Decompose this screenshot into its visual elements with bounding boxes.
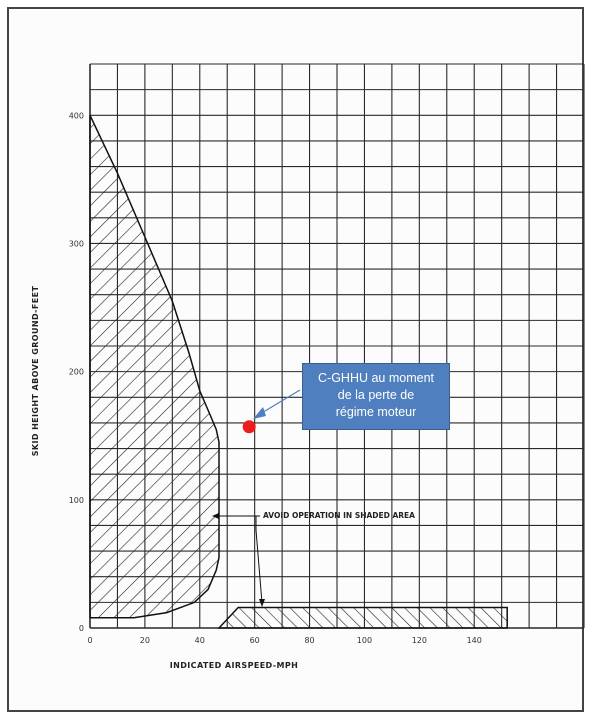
x-tick-label: 80: [304, 636, 314, 645]
x-tick-label: 100: [357, 636, 372, 645]
x-tick-label: 120: [412, 636, 427, 645]
callout-line-1: C-GHHU au moment: [318, 371, 434, 385]
x-axis-label: INDICATED AIRSPEED-MPH: [170, 661, 298, 670]
x-tick-label: 40: [195, 636, 205, 645]
callout-box: C-GHHU au moment de la perte de régime m…: [302, 363, 450, 430]
annotation-leader: [255, 529, 263, 604]
callout-arrowhead: [253, 407, 266, 419]
shaded-region-low-height: [217, 606, 508, 629]
y-axis-label: SKID HEIGHT ABOVE GROUND-FEET: [31, 286, 40, 457]
x-tick-label: 140: [467, 636, 482, 645]
annotation-arrowhead: [212, 513, 219, 519]
avoid-operation-label: AVOID OPERATION IN SHADED AREA: [263, 511, 415, 520]
annotation-arrowhead: [259, 599, 265, 607]
y-tick-label: 400: [69, 111, 84, 120]
y-tick-label: 0: [79, 624, 84, 633]
y-tick-label: 200: [69, 368, 84, 377]
shaded-regions: [89, 114, 508, 629]
x-tick-label: 0: [87, 636, 92, 645]
callout-line-2: de la perte de: [337, 388, 415, 402]
y-tick-label: 300: [69, 239, 84, 248]
incident-marker: [242, 420, 256, 434]
shaded-region-low-airspeed: [89, 114, 220, 619]
x-tick-label: 60: [250, 636, 260, 645]
callout-line-3: régime moteur: [335, 405, 417, 419]
marker-layer: [242, 389, 301, 434]
y-tick-label: 100: [69, 496, 84, 505]
axis-ticks: 0 20 40 60 80 100 120 140 0 100 200 300 400: [69, 111, 482, 645]
x-tick-label: 20: [140, 636, 150, 645]
avoid-annotation: AVOID OPERATION IN SHADED AREA: [212, 511, 415, 607]
callout-arrow: [259, 389, 301, 415]
